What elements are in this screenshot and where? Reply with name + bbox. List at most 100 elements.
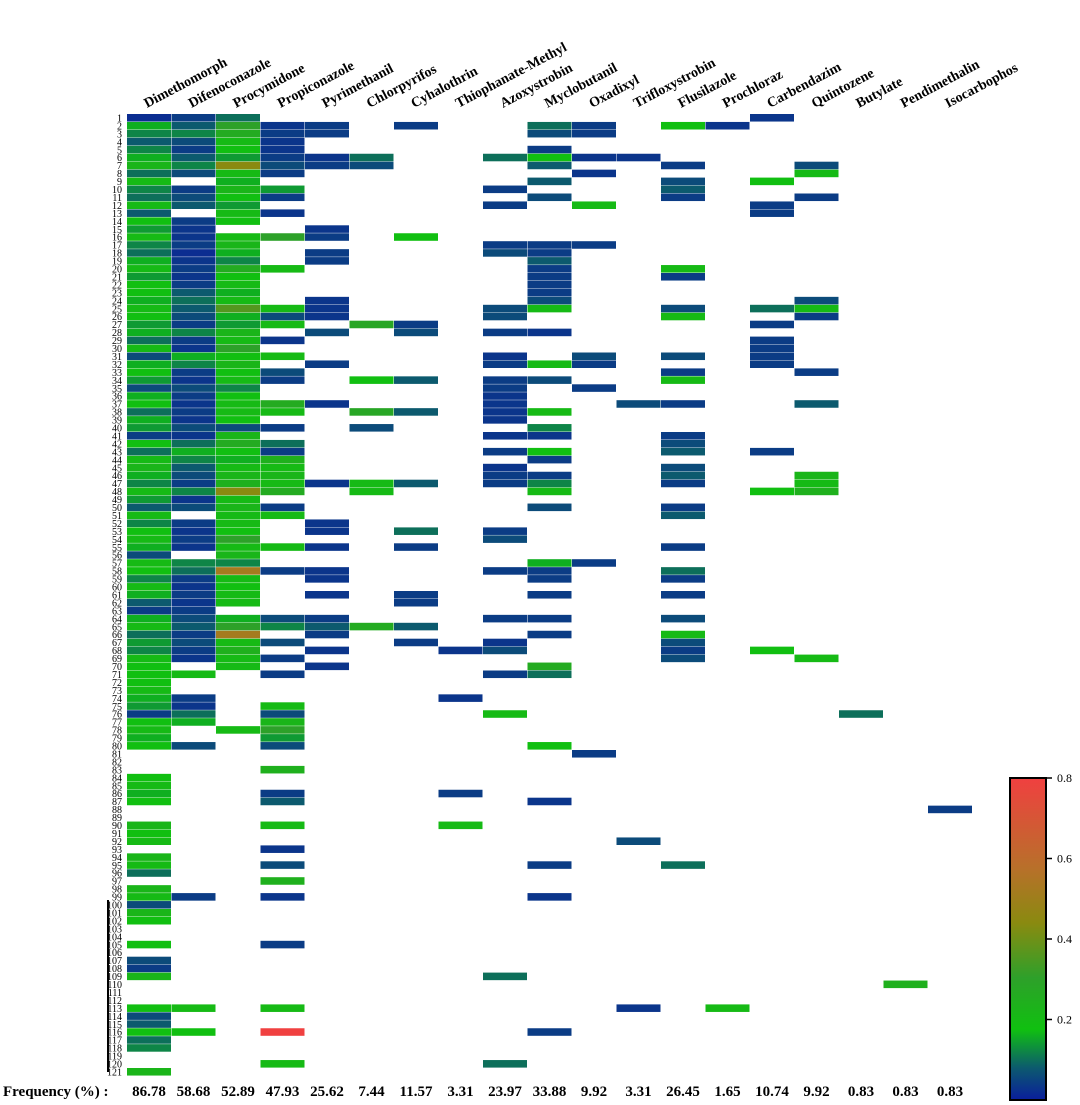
heatmap-cell bbox=[305, 519, 349, 527]
colorbar: 0.2 0.4 0.6 0.8 bbox=[1009, 771, 1072, 1101]
heatmap-cell bbox=[127, 591, 171, 599]
colorbar-tick-label: 0.6 bbox=[1057, 852, 1072, 866]
heatmap-cell bbox=[127, 1036, 171, 1044]
heatmap-cell bbox=[171, 241, 216, 249]
heatmap-cell bbox=[483, 241, 527, 249]
heatmap-cell bbox=[661, 447, 705, 456]
row-label: 25 bbox=[112, 304, 122, 315]
heatmap-cell bbox=[216, 273, 260, 281]
heatmap-cell bbox=[705, 121, 750, 130]
heatmap-cell bbox=[394, 527, 438, 535]
heatmap-cell bbox=[127, 479, 171, 488]
heatmap-cell bbox=[216, 114, 260, 122]
heatmap-cell bbox=[127, 710, 171, 718]
heatmap-cell bbox=[527, 121, 572, 130]
heatmap-cell bbox=[216, 583, 260, 591]
heatmap-cell bbox=[527, 503, 572, 512]
row-label: 1 bbox=[117, 113, 122, 124]
row-label: 55 bbox=[112, 543, 122, 554]
heatmap-cell bbox=[527, 376, 572, 384]
heatmap-cell bbox=[394, 598, 438, 607]
heatmap-cell bbox=[216, 503, 260, 512]
row-label: 48 bbox=[112, 487, 122, 498]
row-label: 66 bbox=[112, 630, 122, 641]
heatmap-cell bbox=[127, 694, 171, 702]
heatmap-cell bbox=[394, 121, 438, 130]
row-label: 95 bbox=[112, 861, 122, 872]
heatmap-cell bbox=[260, 137, 305, 146]
heatmap-cell bbox=[127, 320, 171, 329]
heatmap-cell bbox=[572, 384, 616, 392]
colorbar-gradient bbox=[1009, 777, 1047, 1101]
row-label: 33 bbox=[112, 368, 122, 379]
row-label: 79 bbox=[112, 734, 122, 745]
heatmap-cell bbox=[305, 328, 349, 337]
row-label: 119 bbox=[107, 1052, 122, 1063]
heatmap-cell bbox=[305, 225, 349, 233]
row-label: 6 bbox=[117, 153, 122, 164]
row-label: 78 bbox=[112, 726, 122, 737]
heatmap-cell bbox=[171, 646, 216, 655]
heatmap-cell bbox=[216, 447, 260, 456]
heatmap-cell bbox=[216, 575, 260, 583]
heatmap-cell bbox=[260, 265, 305, 273]
row-label: 29 bbox=[112, 336, 122, 347]
heatmap-cell bbox=[527, 861, 572, 869]
heatmap-cell bbox=[127, 495, 171, 504]
heatmap-cell bbox=[171, 535, 216, 543]
row-label: 2 bbox=[117, 121, 122, 132]
row-label: 88 bbox=[112, 805, 122, 816]
row-label: 67 bbox=[112, 638, 122, 649]
frequency-value: 33.88 bbox=[533, 1084, 567, 1100]
heatmap-cell bbox=[527, 575, 572, 583]
heatmap-cell bbox=[216, 726, 260, 734]
heatmap-cell bbox=[527, 559, 572, 567]
heatmap-cell bbox=[216, 209, 260, 217]
heatmap-cell bbox=[127, 527, 171, 535]
heatmap-cell bbox=[127, 312, 171, 321]
heatmap-cell bbox=[483, 646, 527, 655]
row-label: 75 bbox=[112, 702, 122, 713]
heatmap-cell bbox=[260, 368, 305, 376]
heatmap-cell bbox=[305, 575, 349, 583]
row-label: 104 bbox=[107, 932, 122, 943]
heatmap-cell bbox=[305, 161, 349, 170]
heatmap-cell bbox=[260, 408, 305, 416]
frequency-value: 7.44 bbox=[358, 1084, 385, 1100]
heatmap-cell bbox=[260, 797, 305, 806]
heatmap-cell bbox=[394, 479, 438, 488]
heatmap-cell bbox=[127, 567, 171, 575]
heatmap-cell bbox=[794, 471, 839, 480]
heatmap-cell bbox=[127, 161, 171, 170]
heatmap-cell bbox=[527, 797, 572, 806]
heatmap-cell bbox=[127, 296, 171, 305]
heatmap-cell bbox=[527, 328, 572, 337]
heatmap-cell bbox=[260, 821, 305, 830]
heatmap-cell bbox=[483, 312, 527, 321]
heatmap-cell bbox=[349, 320, 394, 329]
heatmap-cell bbox=[260, 877, 305, 885]
heatmap-cell bbox=[527, 567, 572, 575]
heatmap-cell bbox=[305, 646, 349, 655]
heatmap-cell bbox=[216, 185, 260, 194]
heatmap-cell bbox=[216, 487, 260, 496]
heatmap-cell bbox=[349, 161, 394, 170]
heatmap-cell bbox=[127, 511, 171, 520]
heatmap-cell bbox=[661, 575, 705, 583]
heatmap-cell bbox=[260, 503, 305, 512]
row-label: 5 bbox=[117, 145, 122, 156]
heatmap-cell bbox=[216, 312, 260, 321]
heatmap-cell bbox=[394, 376, 438, 384]
row-label: 11 bbox=[112, 193, 122, 204]
row-label: 96 bbox=[112, 869, 122, 880]
heatmap-cell bbox=[794, 312, 839, 321]
heatmap-cell bbox=[127, 368, 171, 376]
heatmap-cell bbox=[527, 241, 572, 249]
heatmap-cell bbox=[750, 320, 794, 329]
heatmap-cell bbox=[171, 137, 216, 146]
heatmap-cell bbox=[216, 376, 260, 384]
heatmap-cell bbox=[127, 614, 171, 623]
heatmap-cell bbox=[216, 646, 260, 655]
heatmap-cell bbox=[527, 487, 572, 496]
